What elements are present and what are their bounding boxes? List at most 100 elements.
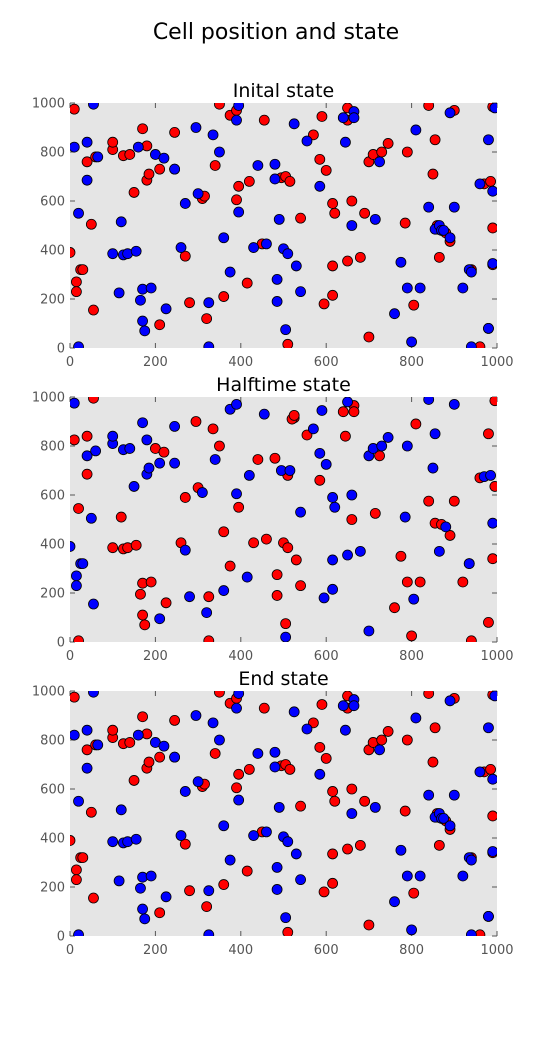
red-cell-point <box>71 864 82 876</box>
blue-cell-point <box>158 152 170 164</box>
y-tick-label: 200 <box>40 293 65 308</box>
blue-cell-point <box>175 242 187 253</box>
blue-cell-point <box>295 874 306 886</box>
blue-cell-point <box>88 598 99 610</box>
blue-cell-point <box>448 789 460 801</box>
red-cell-point <box>282 338 294 348</box>
red-cell-point <box>295 212 306 224</box>
blue-cell-point <box>288 706 300 718</box>
x-tick-label: 200 <box>143 649 168 664</box>
blue-cell-point <box>233 206 245 218</box>
blue-cell-point <box>474 178 486 190</box>
blue-cell-point <box>483 134 494 146</box>
y-tick-label: 800 <box>40 440 65 455</box>
y-tick-label: 400 <box>40 832 65 847</box>
red-cell-point <box>485 175 496 187</box>
blue-cell-point <box>346 808 358 819</box>
blue-cell-point <box>269 158 281 170</box>
plot-title: End state <box>238 668 328 690</box>
blue-cell-point <box>107 248 119 260</box>
red-cell-point <box>427 168 439 180</box>
red-cell-point <box>369 507 381 519</box>
red-cell-point <box>363 331 375 343</box>
blue-cell-point <box>327 554 339 566</box>
blue-cell-point <box>273 801 285 813</box>
red-cell-point <box>214 440 225 452</box>
blue-cell-point <box>363 625 375 637</box>
blue-cell-point <box>487 185 497 197</box>
blue-cell-point <box>214 734 225 746</box>
blue-cell-point <box>81 724 93 736</box>
x-tick-label: 600 <box>314 355 339 370</box>
red-cell-point <box>444 530 456 541</box>
blue-cell-point <box>346 489 358 501</box>
blue-cell-point <box>233 794 245 806</box>
red-cell-point <box>327 198 339 209</box>
blue-cell-point <box>115 216 127 228</box>
red-cell-point <box>288 409 300 421</box>
blue-cell-point <box>81 762 93 774</box>
red-cell-point <box>231 194 242 206</box>
blue-cell-point <box>179 544 191 556</box>
red-cell-point <box>401 146 413 158</box>
red-cell-point <box>282 926 294 936</box>
red-cell-point <box>154 319 166 331</box>
blue-cell-point <box>280 324 292 336</box>
blue-cell-point <box>207 129 219 141</box>
blue-cell-point <box>179 198 191 209</box>
blue-cell-point <box>135 294 146 306</box>
blue-cell-point <box>92 739 104 751</box>
y-tick-label: 400 <box>40 244 65 259</box>
red-cell-point <box>137 711 148 723</box>
blue-cell-point <box>348 112 360 124</box>
blue-cell-point <box>337 112 349 124</box>
blue-cell-point <box>374 744 385 756</box>
blue-cell-point <box>444 232 456 244</box>
red-cell-point <box>243 764 255 775</box>
red-cell-point <box>483 617 494 628</box>
red-cell-point <box>261 533 272 545</box>
red-cell-point <box>137 123 148 135</box>
blue-cell-point <box>113 287 125 299</box>
x-tick-label: 1000 <box>480 355 513 370</box>
blue-cell-point <box>329 501 341 513</box>
blue-cell-point <box>423 201 435 213</box>
blue-cell-point <box>88 691 99 698</box>
blue-cell-point <box>474 766 486 778</box>
blue-cell-point <box>314 447 326 459</box>
red-cell-point <box>327 848 339 860</box>
plot-points <box>70 103 497 348</box>
red-cell-point <box>70 103 80 115</box>
blue-cell-point <box>295 286 306 298</box>
blue-cell-point <box>444 107 456 119</box>
red-cell-point <box>184 885 195 897</box>
blue-cell-point <box>160 891 172 903</box>
red-cell-point <box>77 264 89 276</box>
red-cell-point <box>135 588 146 600</box>
blue-cell-point <box>389 308 400 320</box>
blue-cell-point <box>124 443 136 454</box>
blue-cell-point <box>483 722 494 734</box>
blue-cell-point <box>382 432 394 443</box>
red-cell-point <box>448 495 460 507</box>
red-cell-point <box>81 156 93 168</box>
blue-cell-point <box>141 434 153 446</box>
blue-cell-point <box>448 201 460 213</box>
blue-cell-point <box>224 266 236 278</box>
red-cell-point <box>429 134 441 146</box>
plot-points <box>70 397 497 642</box>
x-tick-label: 200 <box>143 943 168 958</box>
blue-cell-point <box>252 748 264 759</box>
blue-cell-point <box>132 141 144 153</box>
red-cell-point <box>169 126 181 138</box>
x-tick-label: 400 <box>228 355 253 370</box>
blue-cell-point <box>252 160 264 171</box>
red-cell-point <box>190 416 202 427</box>
red-cell-point <box>81 468 93 480</box>
blue-cell-point <box>209 454 221 465</box>
red-cell-point <box>457 576 469 588</box>
red-cell-point <box>429 722 441 734</box>
blue-cell-point <box>340 724 351 736</box>
red-cell-point <box>399 805 411 817</box>
red-cell-point <box>354 251 366 263</box>
